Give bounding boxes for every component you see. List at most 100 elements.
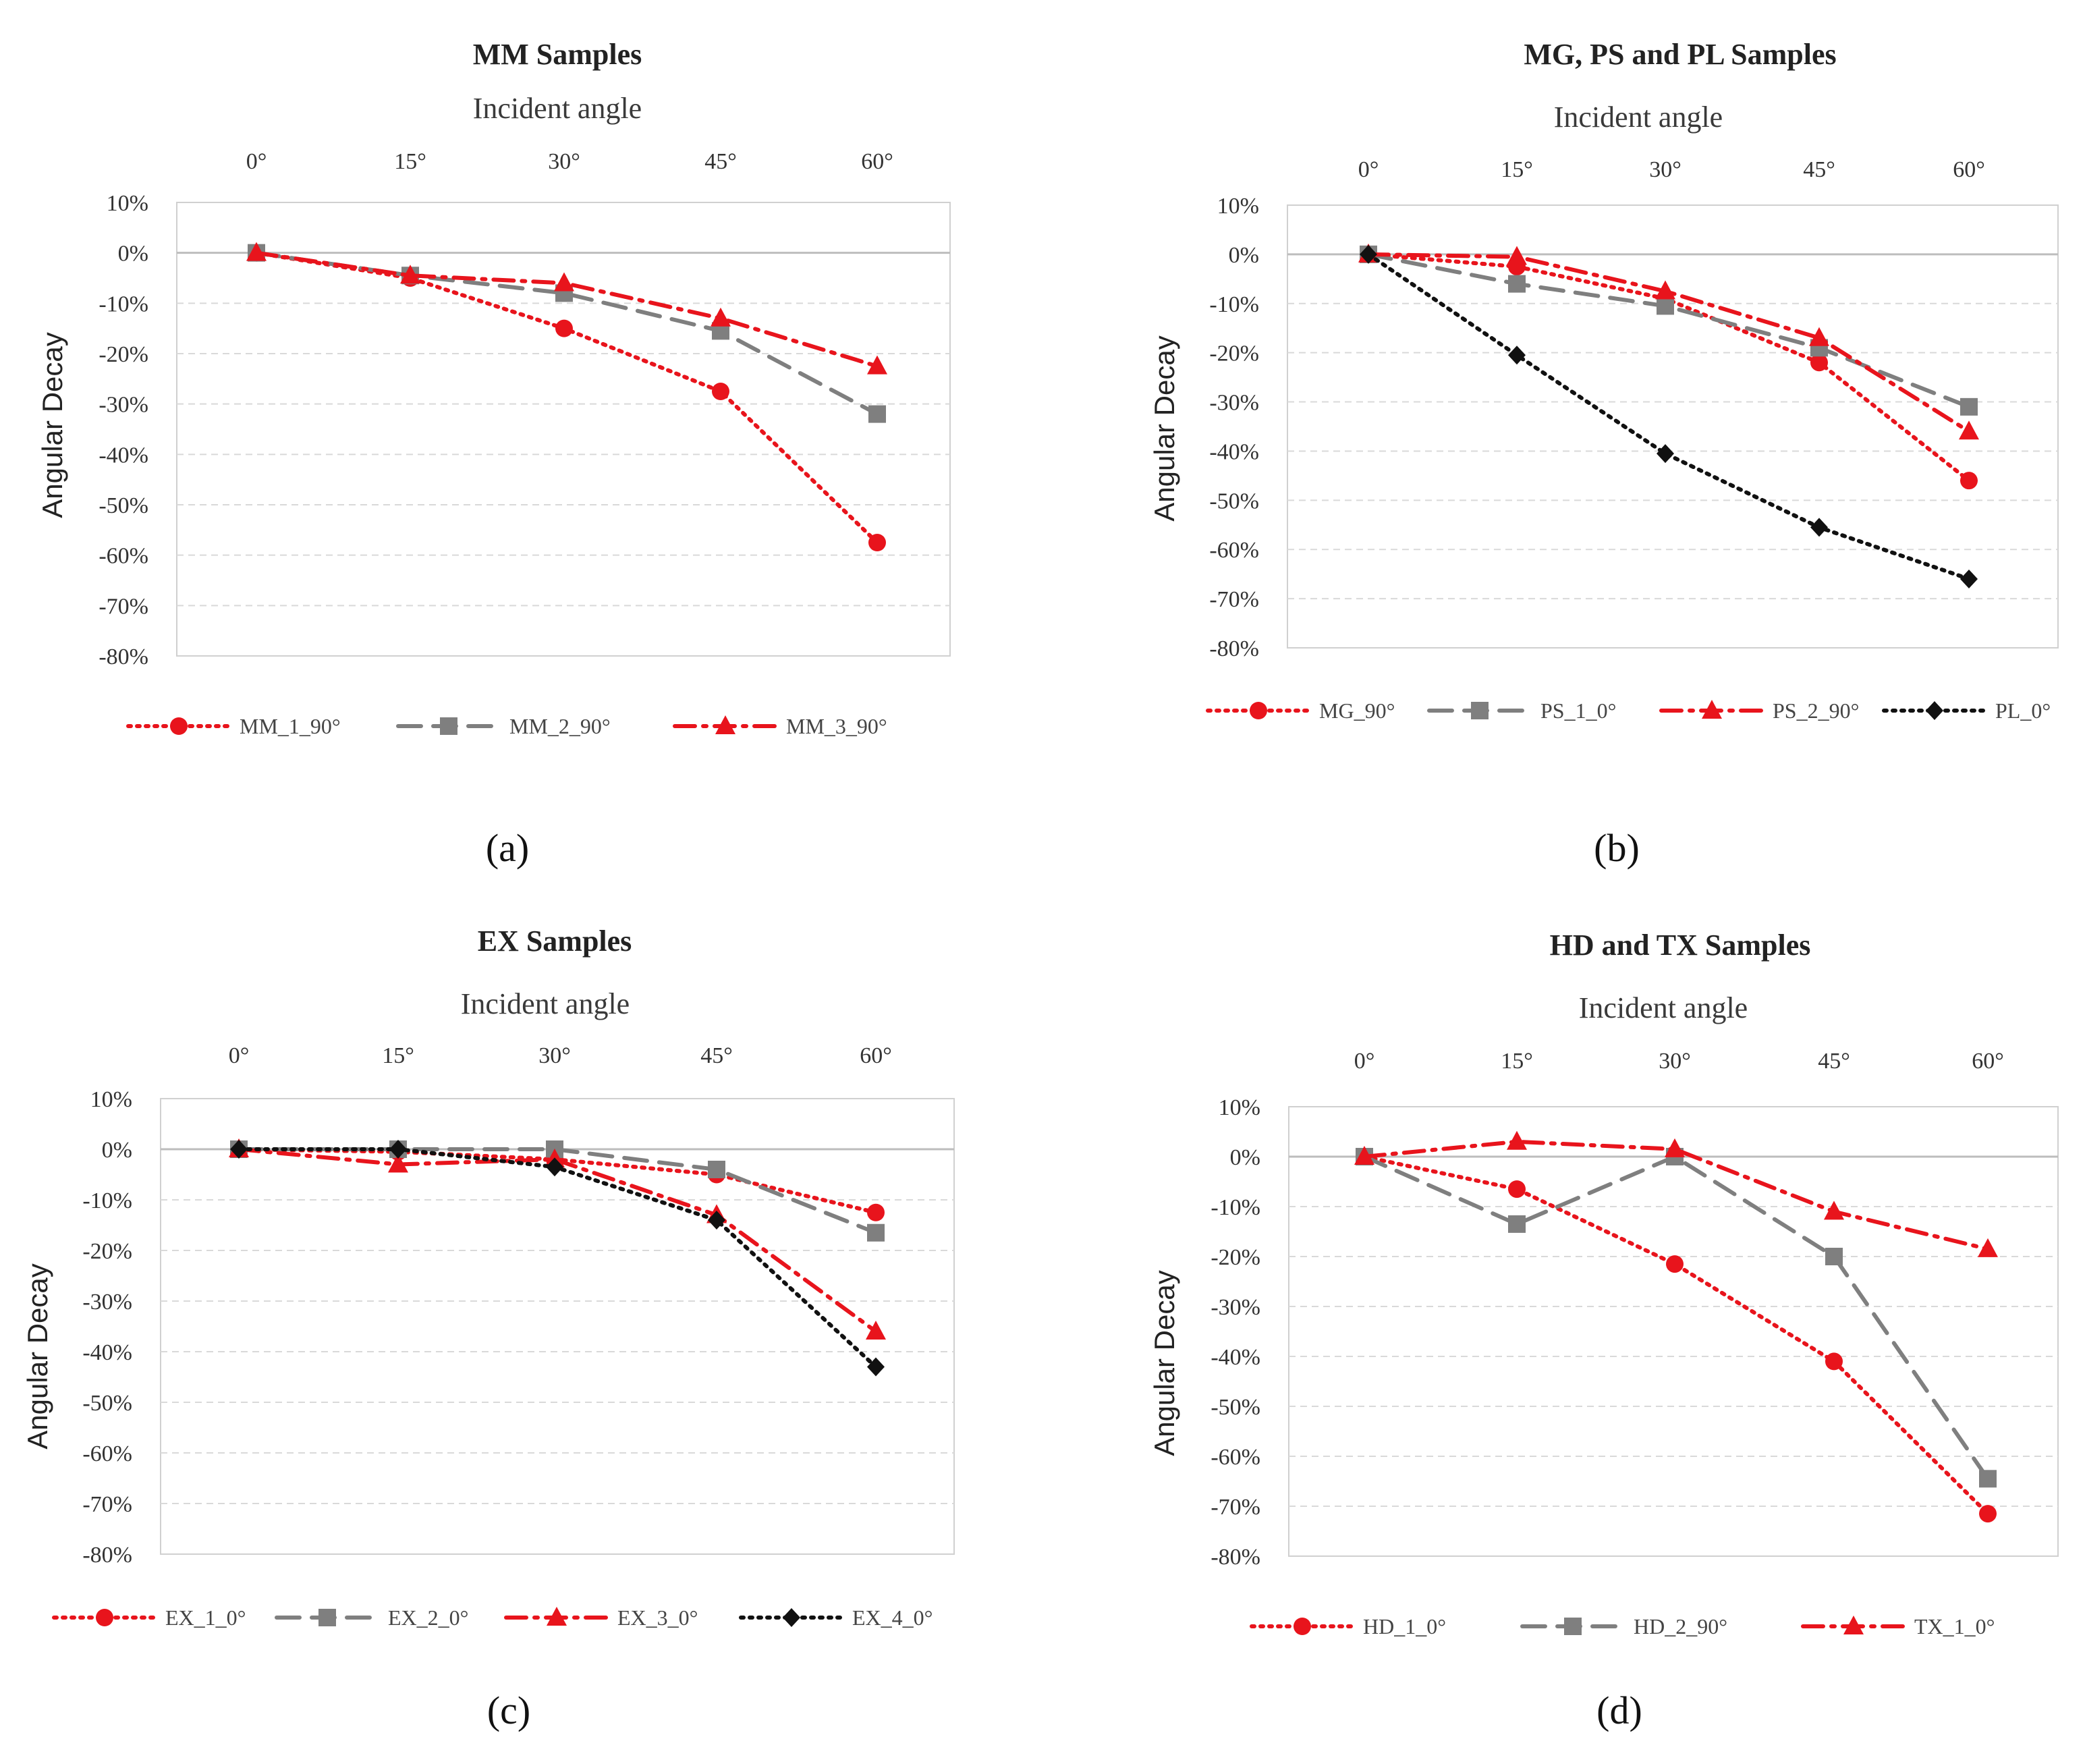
legend-label: PL_0°	[1995, 698, 2051, 723]
x-axis-title: Incident angle	[461, 987, 630, 1020]
legend-marker	[1564, 1618, 1582, 1635]
x-axis-title: Incident angle	[473, 92, 642, 125]
y-tick-label: -40%	[1209, 439, 1259, 464]
data-point	[1960, 472, 1978, 490]
legend-label: MG_90°	[1319, 698, 1395, 723]
y-tick-label: -70%	[1209, 587, 1259, 612]
data-point	[712, 383, 729, 400]
legend-marker	[96, 1609, 113, 1626]
y-axis-title: Angular Decay	[1148, 335, 1180, 521]
y-tick-label: -70%	[82, 1492, 132, 1517]
x-tick-label: 30°	[1659, 1049, 1691, 1074]
legend-label: TX_1_0°	[1914, 1614, 1995, 1638]
legend-marker	[318, 1609, 336, 1626]
x-tick-label: 45°	[1803, 157, 1835, 182]
y-tick-label: -30%	[1209, 391, 1259, 416]
y-tick-label: -60%	[1211, 1445, 1260, 1470]
x-tick-label: 15°	[382, 1043, 414, 1068]
legend-label: MM_3_90°	[786, 714, 887, 738]
y-tick-label: -20%	[1209, 341, 1259, 366]
y-tick-label: -20%	[99, 342, 148, 367]
y-tick-label: -80%	[99, 644, 148, 669]
data-point	[868, 534, 886, 551]
panel-label: (b)	[1594, 826, 1640, 870]
y-tick-label: 0%	[1230, 1145, 1260, 1170]
chart-title: EX Samples	[478, 925, 632, 958]
series-line-4	[1366, 252, 1971, 581]
legend-label: PS_1_0°	[1540, 698, 1616, 723]
data-point	[1655, 280, 1675, 300]
y-tick-label: -10%	[1211, 1195, 1260, 1220]
data-point	[867, 1357, 885, 1377]
legend-label: PS_2_90°	[1773, 698, 1859, 723]
data-point	[555, 319, 573, 337]
y-tick-label: 10%	[107, 191, 148, 216]
data-point	[708, 1211, 725, 1230]
data-point	[400, 265, 420, 284]
data-point	[1508, 275, 1526, 293]
panel-label: (a)	[486, 826, 529, 870]
data-point	[1507, 1130, 1527, 1150]
legend-marker	[1843, 1616, 1864, 1634]
y-tick-label: -60%	[82, 1441, 132, 1466]
x-tick-label: 30°	[1649, 157, 1681, 182]
data-point	[1666, 1255, 1684, 1273]
y-tick-label: -20%	[1211, 1245, 1260, 1270]
data-point	[1809, 327, 1829, 346]
data-point	[1960, 569, 1978, 588]
x-tick-label: 0°	[1358, 157, 1379, 182]
data-point	[1508, 346, 1526, 365]
data-point	[1810, 354, 1828, 372]
legend-label: HD_1_0°	[1363, 1614, 1446, 1638]
y-axis-title: Angular Decay	[22, 1263, 53, 1449]
data-point	[546, 1157, 563, 1177]
data-point	[1507, 246, 1527, 265]
legend-label: EX_3_0°	[617, 1605, 698, 1630]
data-point	[1824, 1201, 1844, 1220]
legend-marker	[170, 717, 188, 735]
series-line-2	[254, 250, 879, 416]
y-tick-label: 10%	[90, 1087, 132, 1112]
data-point	[389, 1140, 407, 1159]
y-tick-label: -50%	[82, 1391, 132, 1416]
x-tick-label: 0°	[246, 149, 267, 174]
chart-title: MM Samples	[473, 38, 642, 71]
data-point	[1979, 1470, 1997, 1488]
chart-panel-3: 10% 0% -10% -20% -30% -40% -50% -60% -70% -80% 0° 1…	[22, 925, 955, 1732]
legend-marker	[547, 1607, 567, 1626]
data-point	[1508, 1215, 1526, 1233]
legend-marker	[1250, 702, 1267, 719]
data-point	[708, 1161, 725, 1178]
data-point	[867, 1223, 885, 1242]
legend-label: EX_4_0°	[852, 1605, 933, 1630]
y-tick-label: -30%	[99, 393, 148, 418]
y-tick-label: -30%	[1211, 1295, 1260, 1320]
data-point	[1825, 1248, 1843, 1265]
legend-label: MM_1_90°	[240, 714, 341, 738]
y-tick-label: -70%	[99, 594, 148, 619]
data-point	[711, 307, 731, 327]
x-axis-title: Incident angle	[1554, 101, 1723, 134]
y-tick-label: -40%	[1211, 1345, 1260, 1370]
data-point	[388, 1153, 408, 1173]
data-point	[1810, 518, 1828, 537]
data-point	[867, 355, 887, 375]
y-tick-label: 0%	[102, 1138, 132, 1163]
x-tick-label: 15°	[1501, 1049, 1533, 1074]
x-tick-label: 30°	[538, 1043, 571, 1068]
legend-marker	[1471, 702, 1489, 719]
legend-marker	[783, 1608, 800, 1627]
data-point	[1360, 244, 1377, 264]
legend-marker	[1294, 1618, 1311, 1635]
x-tick-label: 60°	[1972, 1049, 2004, 1074]
x-tick-label: 15°	[1501, 157, 1533, 182]
y-tick-label: -50%	[1209, 489, 1259, 514]
data-point	[1657, 297, 1674, 315]
y-tick-label: -10%	[1209, 292, 1259, 317]
y-tick-label: -80%	[82, 1543, 132, 1568]
chart-title: HD and TX Samples	[1550, 929, 1811, 962]
y-tick-label: 10%	[1219, 1095, 1260, 1120]
legend-label: EX_1_0°	[165, 1605, 246, 1630]
data-point	[230, 1140, 248, 1159]
